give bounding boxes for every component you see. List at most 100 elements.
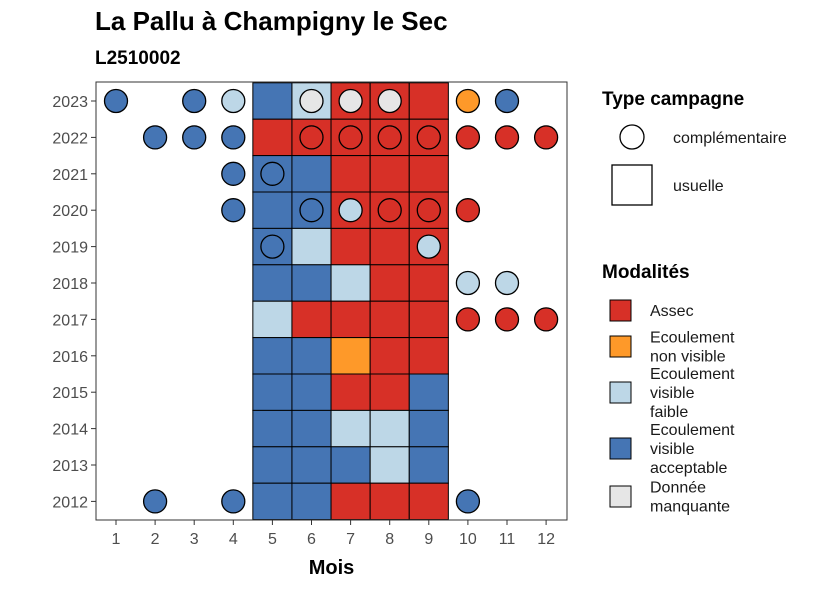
y-tick-label-2018: 2018 (52, 276, 88, 293)
tile-2012-8 (369, 482, 410, 521)
legend-label-1-line-0: Ecoulement (650, 330, 735, 347)
usuelle-tiles (252, 82, 449, 521)
chart-title: La Pallu à Champigny le Sec (95, 6, 448, 36)
tile-2022-5 (252, 118, 293, 157)
point-2017-12 (533, 307, 559, 332)
tile-2013-9 (408, 446, 449, 484)
y-axis: 2012 2013 2014 2015 2016 2017 2018 2019 2020 2021… (52, 94, 96, 511)
tile-2021-9 (408, 155, 449, 193)
point-2017-11 (494, 307, 520, 332)
tile-2015-6 (291, 373, 332, 411)
legend-label-3-line-1: visible (650, 441, 695, 458)
legend-key-0 (609, 299, 632, 322)
tile-2015-7 (330, 373, 371, 411)
y-tick-label-2017: 2017 (52, 312, 88, 329)
tile-2016-7 (330, 337, 371, 375)
point-2020-10 (455, 198, 481, 223)
tile-2019-6 (291, 227, 332, 266)
point-2020-7 (338, 198, 363, 223)
legend-key-3 (609, 437, 632, 460)
y-tick-label-2021: 2021 (52, 167, 88, 184)
tile-2017-9 (408, 300, 449, 339)
point-2017-10 (455, 307, 481, 332)
chart-subtitle: L2510002 (95, 48, 181, 69)
tile-2013-7 (330, 446, 371, 484)
point-2019-5 (260, 234, 285, 259)
legend-key-2 (609, 381, 632, 404)
tile-2014-5 (252, 409, 293, 448)
legend-key-usuelle (611, 164, 653, 206)
x-tick-label-5: 5 (268, 531, 277, 548)
tile-2014-6 (291, 409, 332, 448)
x-tick-label-12: 12 (537, 531, 555, 548)
tile-2019-7 (330, 227, 371, 266)
point-2023-6 (299, 88, 324, 114)
point-2012-2 (142, 489, 168, 514)
tile-2021-8 (369, 155, 410, 193)
tile-2012-5 (252, 482, 293, 521)
tile-2021-6 (291, 155, 332, 193)
point-2019-9 (416, 234, 441, 259)
tile-2021-7 (330, 155, 371, 193)
y-tick-label-2012: 2012 (52, 494, 88, 511)
legend-modalites-title: Modalités (602, 262, 690, 283)
point-2022-4 (221, 125, 246, 150)
tile-2013-6 (291, 446, 332, 484)
complementaire-points (103, 88, 559, 514)
legend-label-usuelle: usuelle (673, 178, 724, 195)
point-2022-3 (182, 125, 207, 150)
point-2022-7 (338, 125, 363, 150)
plot-border (95, 81, 568, 521)
point-2023-4 (221, 88, 246, 114)
tile-2018-5 (252, 264, 293, 302)
tile-2016-8 (369, 337, 410, 375)
point-2023-8 (377, 88, 402, 114)
point-2022-9 (416, 125, 441, 150)
tile-2015-5 (252, 373, 293, 411)
tile-2014-8 (369, 409, 410, 448)
y-tick-label-2013: 2013 (52, 458, 88, 475)
legend-label-3-line-0: Ecoulement (650, 422, 735, 439)
tile-2012-6 (291, 482, 332, 521)
x-tick-label-10: 10 (459, 531, 477, 548)
tile-2013-5 (252, 446, 293, 484)
point-2023-1 (103, 88, 129, 114)
legend-label-complementaire: complémentaire (673, 130, 787, 147)
point-2018-11 (494, 270, 520, 296)
point-2021-4 (221, 161, 246, 186)
tile-2016-9 (408, 337, 449, 375)
point-2022-10 (455, 125, 481, 150)
legend-key-complementaire (619, 124, 645, 150)
x-tick-label-1: 1 (112, 531, 121, 548)
legend-label-4-line-1: manquante (650, 499, 730, 516)
tile-2023-5 (252, 82, 293, 120)
legend: Type campagne complémentaire usuelle Modali… (602, 89, 787, 516)
legend-key-1 (609, 335, 632, 358)
point-2022-2 (142, 125, 168, 150)
tile-2017-6 (291, 300, 332, 339)
x-tick-label-11: 11 (499, 531, 516, 548)
point-2020-8 (377, 198, 402, 223)
point-2018-10 (455, 270, 481, 296)
point-2023-3 (182, 88, 207, 114)
x-tick-label-4: 4 (229, 531, 238, 548)
x-tick-label-9: 9 (424, 531, 433, 548)
x-axis-label: Mois (309, 557, 355, 579)
point-2022-6 (299, 125, 324, 150)
tile-2013-8 (369, 446, 410, 484)
tile-2023-9 (408, 82, 449, 120)
tile-2014-7 (330, 409, 371, 448)
point-2023-11 (494, 88, 520, 114)
y-tick-label-2015: 2015 (52, 385, 88, 402)
legend-type-title: Type campagne (602, 89, 744, 110)
tile-2017-8 (369, 300, 410, 339)
tile-2015-9 (408, 373, 449, 411)
tile-2016-6 (291, 337, 332, 375)
tile-2015-8 (369, 373, 410, 411)
point-2012-4 (221, 489, 246, 514)
point-2020-9 (416, 198, 441, 223)
point-2022-8 (377, 125, 402, 150)
x-tick-label-3: 3 (190, 531, 199, 548)
tile-2014-9 (408, 409, 449, 448)
